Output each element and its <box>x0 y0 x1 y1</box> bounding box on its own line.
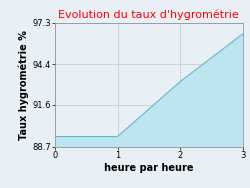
X-axis label: heure par heure: heure par heure <box>104 163 194 173</box>
Title: Evolution du taux d'hygrométrie: Evolution du taux d'hygrométrie <box>58 10 239 20</box>
Y-axis label: Taux hygrométrie %: Taux hygrométrie % <box>19 30 29 139</box>
